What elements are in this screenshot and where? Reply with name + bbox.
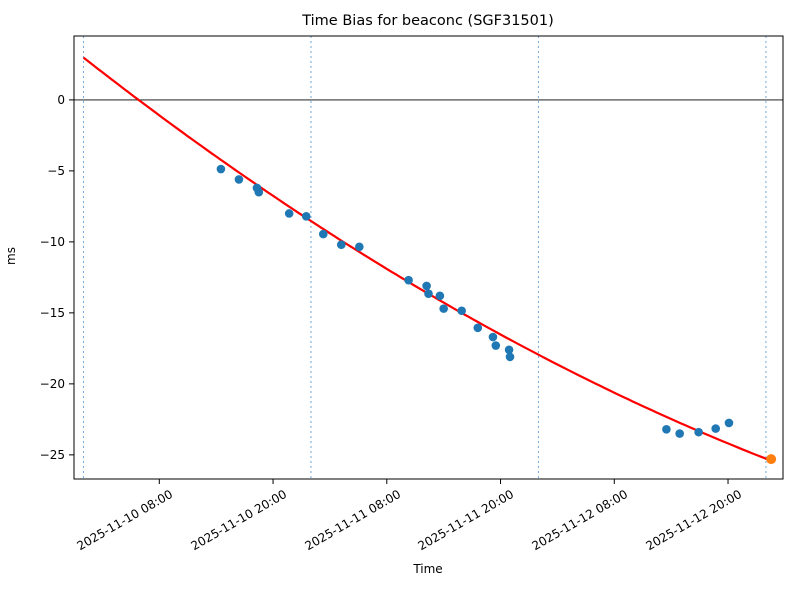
data-point	[254, 187, 264, 197]
data-point	[439, 304, 448, 313]
data-point	[473, 323, 483, 333]
y-tick-label-3: −15	[39, 305, 65, 320]
data-point	[504, 345, 514, 355]
data-point	[355, 242, 364, 252]
highlight-point	[766, 454, 777, 465]
data-point	[284, 209, 294, 218]
data-point	[662, 425, 671, 434]
y-tick-label-0: 0	[57, 92, 65, 107]
data-point	[711, 424, 721, 433]
data-point	[318, 229, 328, 239]
y-tick-label-4: −20	[39, 376, 65, 391]
data-point	[505, 352, 515, 362]
data-point	[675, 429, 684, 438]
data-point	[216, 164, 226, 174]
data-point	[422, 281, 431, 291]
data-point	[234, 175, 244, 184]
data-point	[457, 306, 466, 316]
data-point	[435, 291, 445, 301]
data-point	[301, 212, 311, 221]
y-tick-label-1: −5	[47, 163, 65, 178]
data-point	[336, 240, 346, 250]
x-axis-label: Time	[413, 562, 443, 576]
data-point	[404, 275, 413, 285]
data-point	[424, 289, 433, 299]
data-point	[694, 427, 703, 437]
y-tick-label-5: −25	[39, 447, 65, 462]
y-axis-label: ms	[4, 247, 18, 265]
fit-curve	[82, 56, 772, 462]
y-tick-label-2: −10	[39, 234, 65, 249]
data-point	[488, 332, 498, 342]
data-point	[724, 418, 734, 428]
chart-title: Time Bias for beaconc (SGF31501)	[302, 13, 554, 29]
axes-box	[73, 35, 784, 480]
data-point	[491, 341, 501, 350]
